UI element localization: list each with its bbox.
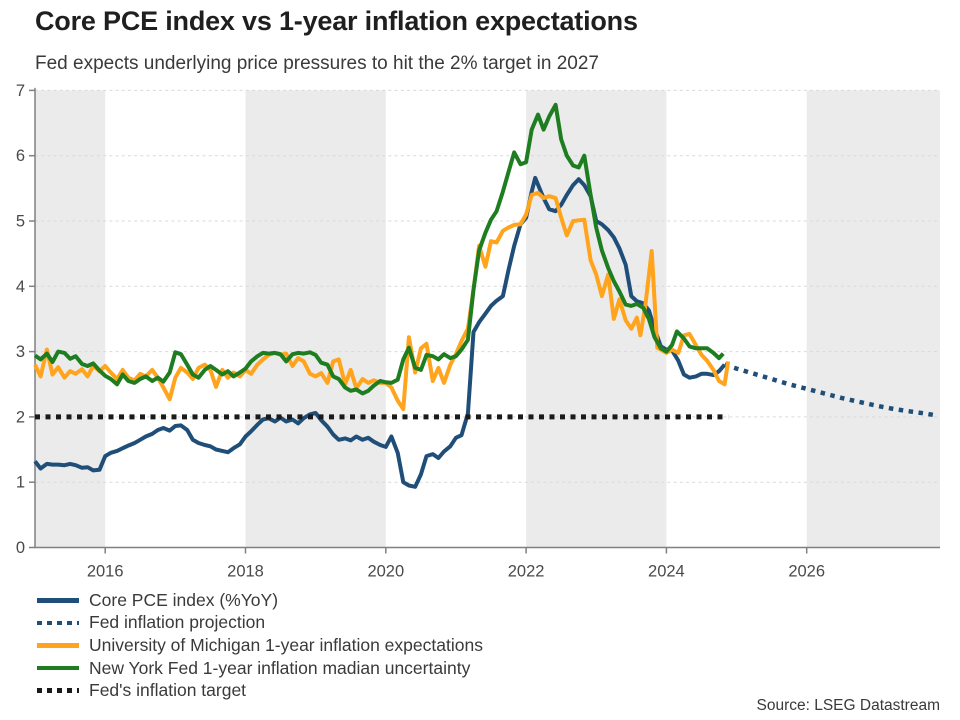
y-tick-label: 7 — [16, 82, 25, 100]
x-tick-label: 2020 — [367, 563, 404, 581]
chart-plot: 0 1 2 3 4 5 6 7 2016 2018 2020 2022 2024 2026 — [16, 82, 940, 581]
legend-item-fed-projection: Fed inflation projection — [37, 612, 483, 635]
background-band — [35, 90, 106, 548]
legend-item-nyfed-expectations: New York Fed 1-year inflation madian unc… — [37, 657, 483, 680]
chart-title: Core PCE index vs 1-year inflation expec… — [35, 6, 638, 36]
x-tick-label: 2022 — [508, 563, 545, 581]
x-tick-label: 2016 — [87, 563, 124, 581]
series-line-fed-projection — [723, 362, 938, 418]
background-band — [245, 90, 386, 548]
legend-label: Core PCE index (%YoY) — [89, 589, 279, 610]
legend-swatch-core-pce-solid — [37, 598, 79, 603]
legend-swatch-fed-target-dotted — [37, 688, 79, 693]
background-band — [806, 90, 940, 548]
x-tick-label: 2026 — [788, 563, 825, 581]
legend-item-core-pce: Core PCE index (%YoY) — [37, 589, 483, 612]
legend-label: New York Fed 1-year inflation madian unc… — [89, 657, 471, 678]
legend-swatch-fed-projection-dotted — [37, 620, 79, 626]
y-tick-label: 3 — [16, 343, 25, 361]
y-tick-label: 1 — [16, 474, 25, 492]
legend-label: University of Michigan 1-year inflation … — [89, 634, 483, 655]
legend-item-fed-target: Fed's inflation target — [37, 679, 483, 702]
source-note: Source: LSEG Datastream — [756, 697, 941, 714]
chart-legend: Core PCE index (%YoY) Fed inflation proje… — [37, 589, 483, 702]
y-tick-label: 5 — [16, 213, 25, 231]
legend-label: Fed's inflation target — [89, 680, 247, 701]
series-line-core-pce — [33, 175, 727, 489]
legend-swatch-nyfed-expectations-solid — [37, 665, 79, 671]
chart-subtitle: Fed expects underlying price pressures t… — [35, 53, 599, 74]
x-tick-label: 2024 — [648, 563, 685, 581]
y-tick-label: 6 — [16, 147, 25, 165]
y-tick-label: 2 — [16, 408, 25, 426]
legend-label: Fed inflation projection — [89, 612, 266, 633]
legend-swatch-umich-expectations-solid — [37, 643, 79, 648]
x-tick-label: 2018 — [227, 563, 264, 581]
legend-item-umich-expectations: University of Michigan 1-year inflation … — [37, 634, 483, 657]
y-tick-label: 0 — [16, 539, 25, 557]
series-line-nyfed-expectations — [33, 102, 725, 396]
y-tick-label: 4 — [16, 278, 25, 296]
background-band — [526, 90, 667, 548]
